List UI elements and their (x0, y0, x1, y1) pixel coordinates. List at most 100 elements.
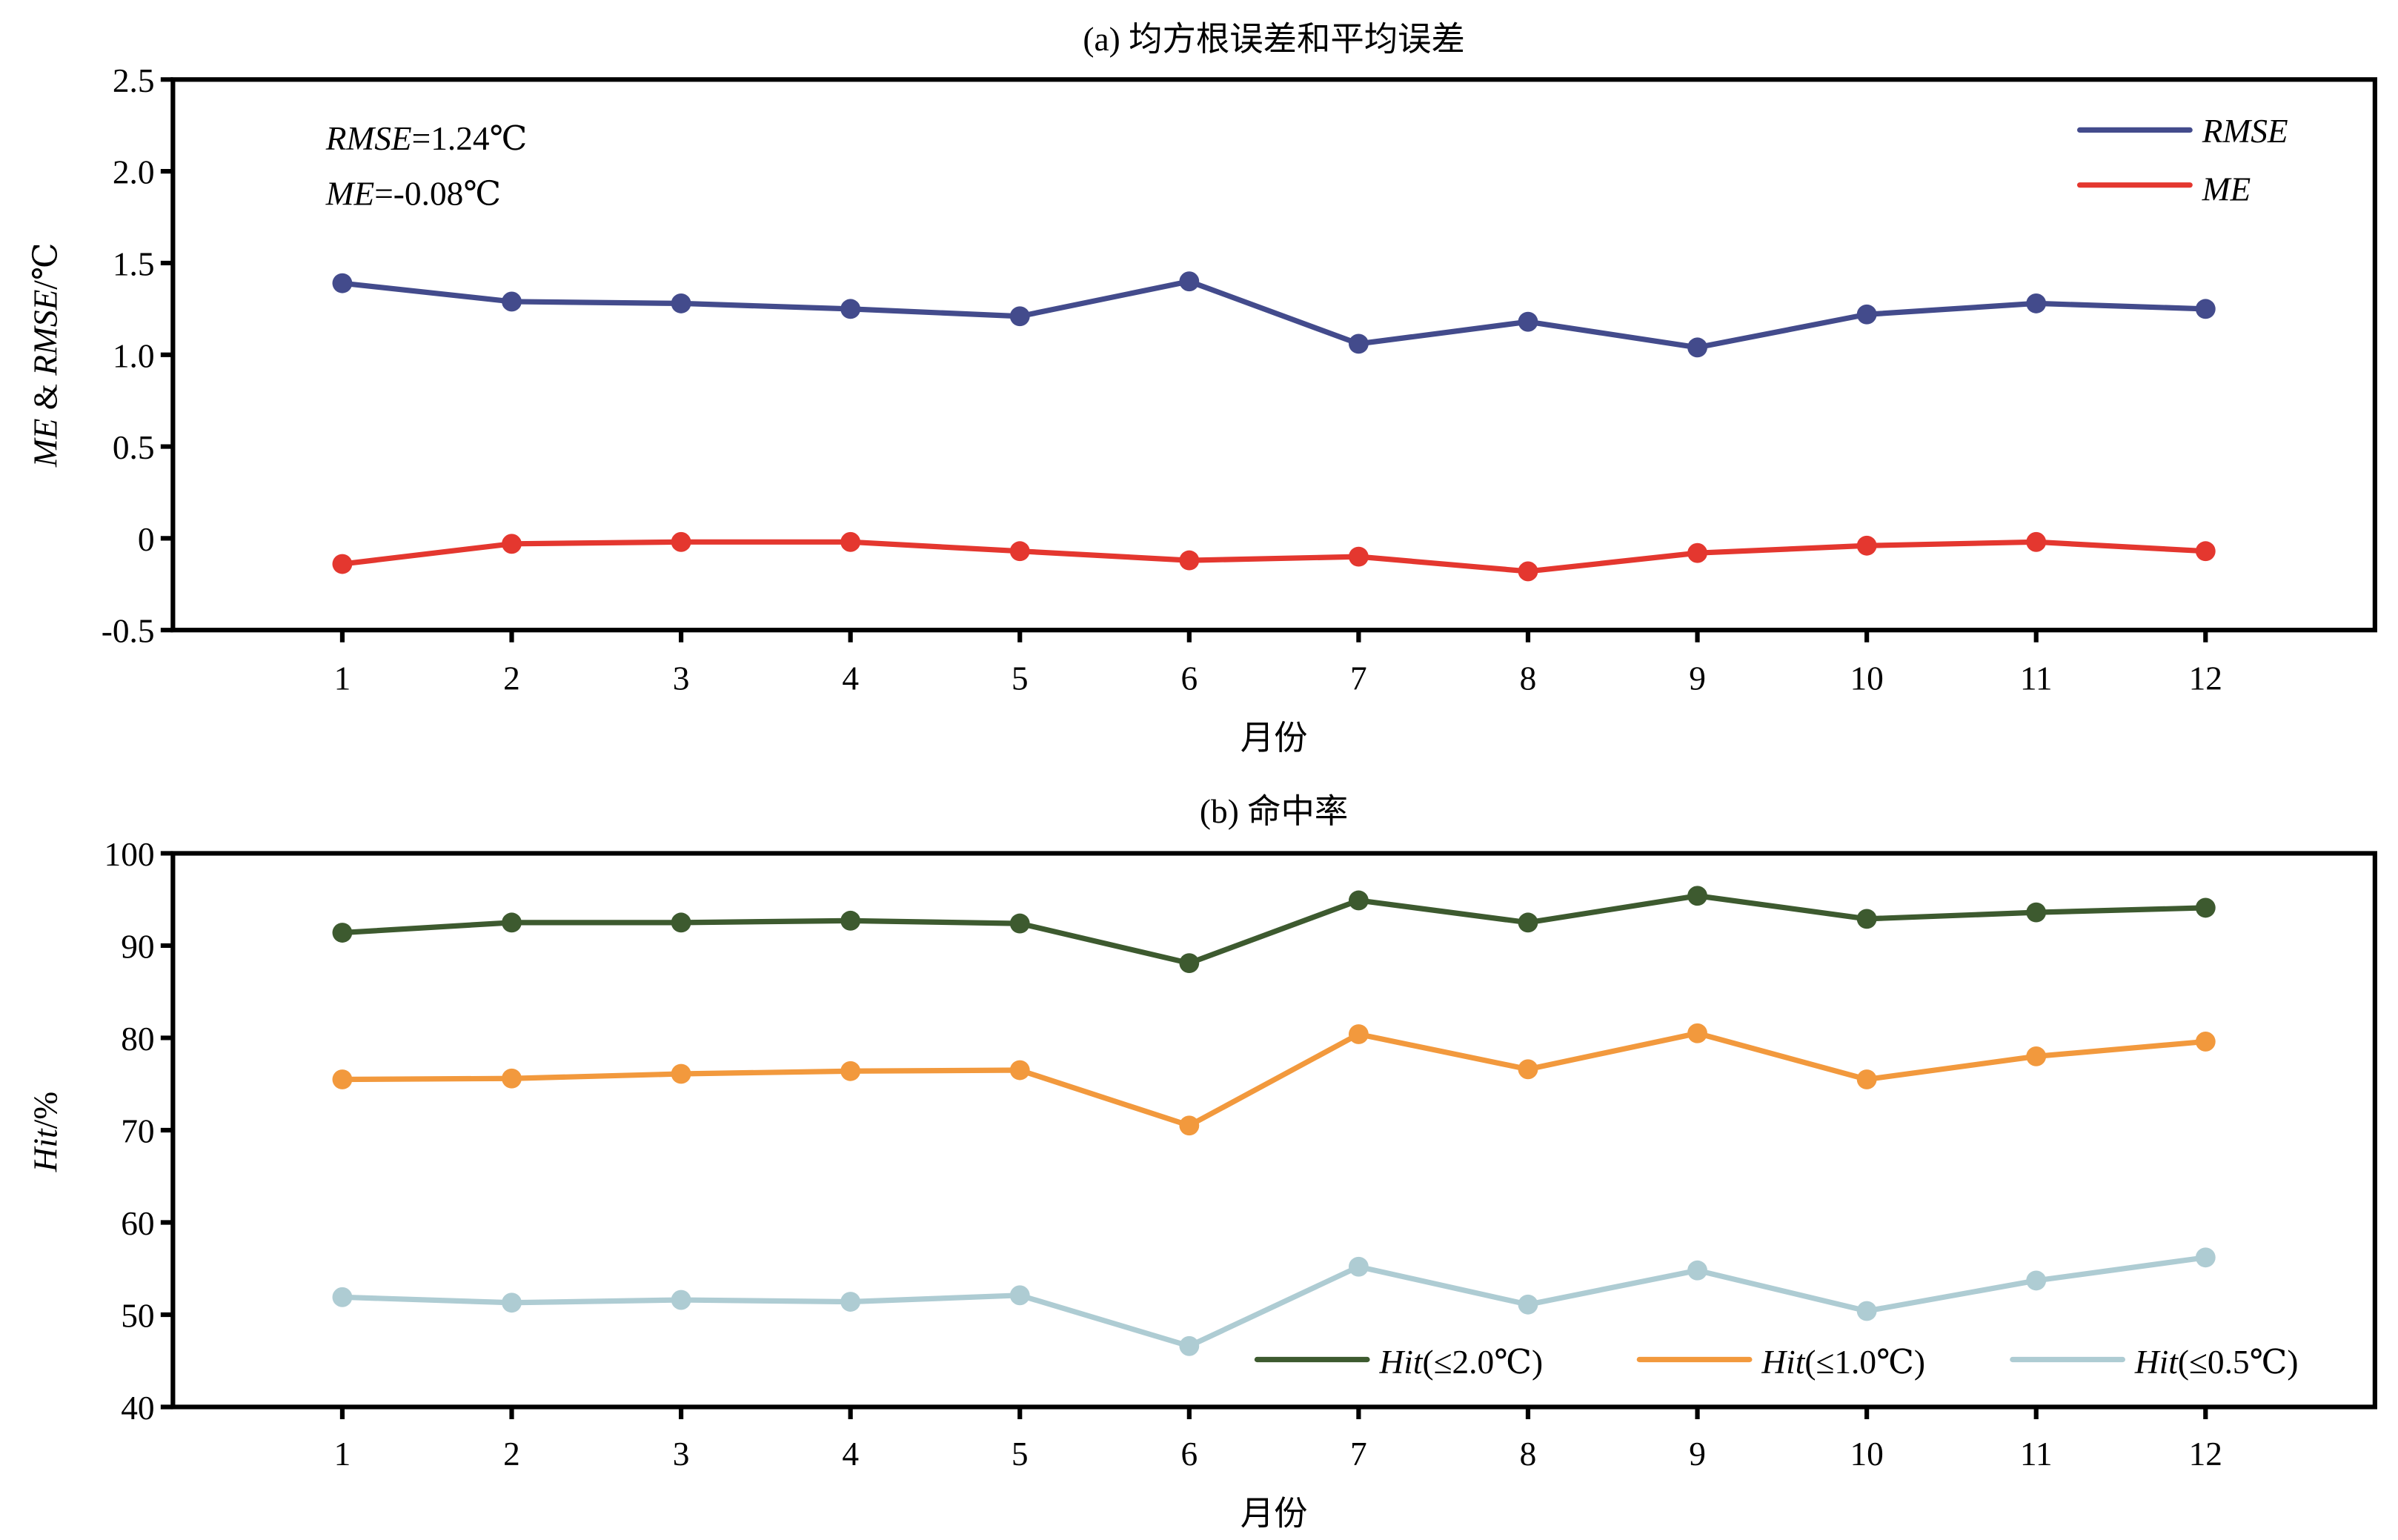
data-point-hit-2-0 (840, 910, 861, 931)
data-point-me (840, 531, 861, 552)
data-point-hit-1-0 (2026, 1046, 2047, 1066)
data-point-rmse (671, 293, 691, 313)
annotation-rmse-label: RMSE (325, 120, 412, 157)
legend-me-label: ME (2202, 170, 2251, 208)
x-tick-label: 10 (1850, 660, 1883, 697)
data-point-hit-0-5 (1518, 1294, 1538, 1315)
panel-b-title: (b) 命中率 (1200, 793, 1348, 830)
data-point-hit-2-0 (1009, 913, 1030, 934)
data-point-me (1179, 550, 1200, 571)
data-point-hit-1-0 (332, 1069, 353, 1089)
x-tick-label: 9 (1689, 660, 1706, 697)
data-point-hit-1-0 (1179, 1115, 1200, 1136)
x-tick-label: 5 (1012, 660, 1029, 697)
y-tick-label: 0 (138, 521, 155, 558)
y-tick-label: -0.5 (102, 613, 155, 650)
data-point-hit-0-5 (1348, 1256, 1369, 1277)
x-tick-label: 8 (1520, 1436, 1537, 1473)
x-tick-label: 2 (503, 1436, 520, 1473)
data-point-hit-0-5 (1009, 1285, 1030, 1306)
series-line-hit-1-0 (342, 1030, 2206, 1129)
panel-b-ylabel: Hit/% (27, 1092, 64, 1172)
legend-hit-1-label: Hit(≤1.0℃) (1761, 1344, 1925, 1381)
x-tick-label: 1 (334, 1436, 351, 1473)
data-point-hit-0-5 (332, 1287, 353, 1307)
data-point-hit-1-0 (671, 1063, 691, 1084)
ylabel-percent: /% (27, 1092, 64, 1129)
data-point-me (332, 554, 353, 574)
panel-b-x-axis: 1 2 3 4 5 6 7 8 9 10 11 12 (334, 1407, 2222, 1473)
data-point-rmse (2026, 293, 2047, 313)
x-tick-label: 3 (673, 1436, 690, 1473)
panel-b-xlabel: 月份 (1240, 1495, 1308, 1532)
data-point-me (1348, 546, 1369, 567)
x-tick-label: 4 (842, 660, 859, 697)
data-point-hit-2-0 (502, 912, 522, 933)
panel-a-y-axis: -0.5 0 0.5 1.0 1.5 2.0 2.5 (102, 62, 173, 650)
y-tick-label: 90 (121, 928, 154, 965)
data-point-me (502, 534, 522, 554)
series-line-me (342, 539, 2206, 574)
y-tick-label: 2.0 (113, 154, 155, 191)
data-point-hit-2-0 (1179, 953, 1200, 974)
data-point-hit-1-0 (502, 1068, 522, 1089)
x-tick-label: 2 (503, 660, 520, 697)
legend-rmse-label: RMSE (2202, 113, 2288, 150)
data-point-hit-1-0 (1856, 1069, 1877, 1089)
legend-hit-2-label: Hit(≤2.0℃) (1378, 1344, 1543, 1381)
data-point-hit-0-5 (840, 1292, 861, 1312)
data-point-rmse (1179, 271, 1200, 292)
data-point-rmse (502, 291, 522, 312)
panel-b-legend: Hit(≤2.0℃) Hit(≤1.0℃) Hit(≤0.5℃) (1254, 1344, 2299, 1381)
panel-b-frame (170, 851, 2377, 1410)
ylabel-rmse: RMSE (27, 290, 64, 376)
x-tick-label: 12 (2189, 660, 2222, 697)
panel-a-ylabel: ME & RMSE/℃ (27, 242, 64, 468)
y-tick-label: 1.5 (113, 245, 155, 282)
panel-b-y-axis: 40 50 60 70 80 90 100 (104, 836, 173, 1427)
x-tick-label: 6 (1180, 1436, 1198, 1473)
data-point-me (671, 531, 691, 552)
data-point-hit-2-0 (332, 923, 353, 943)
x-tick-label: 3 (673, 660, 690, 697)
y-tick-label: 0.5 (113, 429, 155, 466)
data-point-hit-2-0 (671, 912, 691, 933)
data-point-rmse (840, 299, 861, 319)
data-point-hit-0-5 (1179, 1335, 1200, 1356)
x-tick-label: 8 (1520, 660, 1537, 697)
data-point-me (1687, 542, 1707, 563)
data-point-hit-0-5 (2195, 1247, 2216, 1268)
data-point-me (2026, 531, 2047, 552)
y-tick-label: 2.5 (113, 62, 155, 99)
y-tick-label: 40 (121, 1390, 154, 1427)
x-tick-label: 7 (1350, 660, 1367, 697)
y-tick-label: 1.0 (113, 337, 155, 374)
y-tick-label: 100 (104, 836, 155, 873)
data-point-hit-2-0 (1687, 886, 1707, 906)
data-point-hit-1-0 (2195, 1032, 2216, 1052)
legend-hit-1-italic: Hit (1761, 1344, 1805, 1381)
data-point-hit-0-5 (671, 1290, 691, 1310)
panel-a-legend: RMSE ME (2076, 113, 2288, 208)
annotation-me: ME=-0.08℃ (325, 176, 501, 213)
data-point-hit-1-0 (1518, 1059, 1538, 1080)
series-line-hit-2-0 (342, 893, 2206, 966)
x-tick-label: 7 (1350, 1436, 1367, 1473)
data-point-hit-1-0 (840, 1061, 861, 1081)
data-point-hit-1-0 (1348, 1024, 1369, 1044)
legend-hit-2-rest: (≤2.0℃) (1422, 1344, 1543, 1381)
legend-hit-1-rest: (≤1.0℃) (1804, 1344, 1925, 1381)
x-tick-label: 5 (1012, 1436, 1029, 1473)
data-point-hit-1-0 (1009, 1060, 1030, 1081)
y-tick-label: 70 (121, 1112, 154, 1149)
panel-a-x-axis: 1 2 3 4 5 6 7 8 9 10 11 12 (334, 630, 2222, 697)
x-tick-label: 11 (2020, 1436, 2053, 1473)
y-tick-label: 80 (121, 1020, 154, 1058)
legend-hit-2-italic: Hit (1378, 1344, 1423, 1381)
x-tick-label: 1 (334, 660, 351, 697)
ylabel-amp: & (27, 376, 64, 419)
legend-hit-05-rest: (≤0.5℃) (2178, 1344, 2299, 1381)
legend-hit-05-label: Hit(≤0.5℃) (2134, 1344, 2299, 1381)
panel-a-series (332, 271, 2216, 582)
